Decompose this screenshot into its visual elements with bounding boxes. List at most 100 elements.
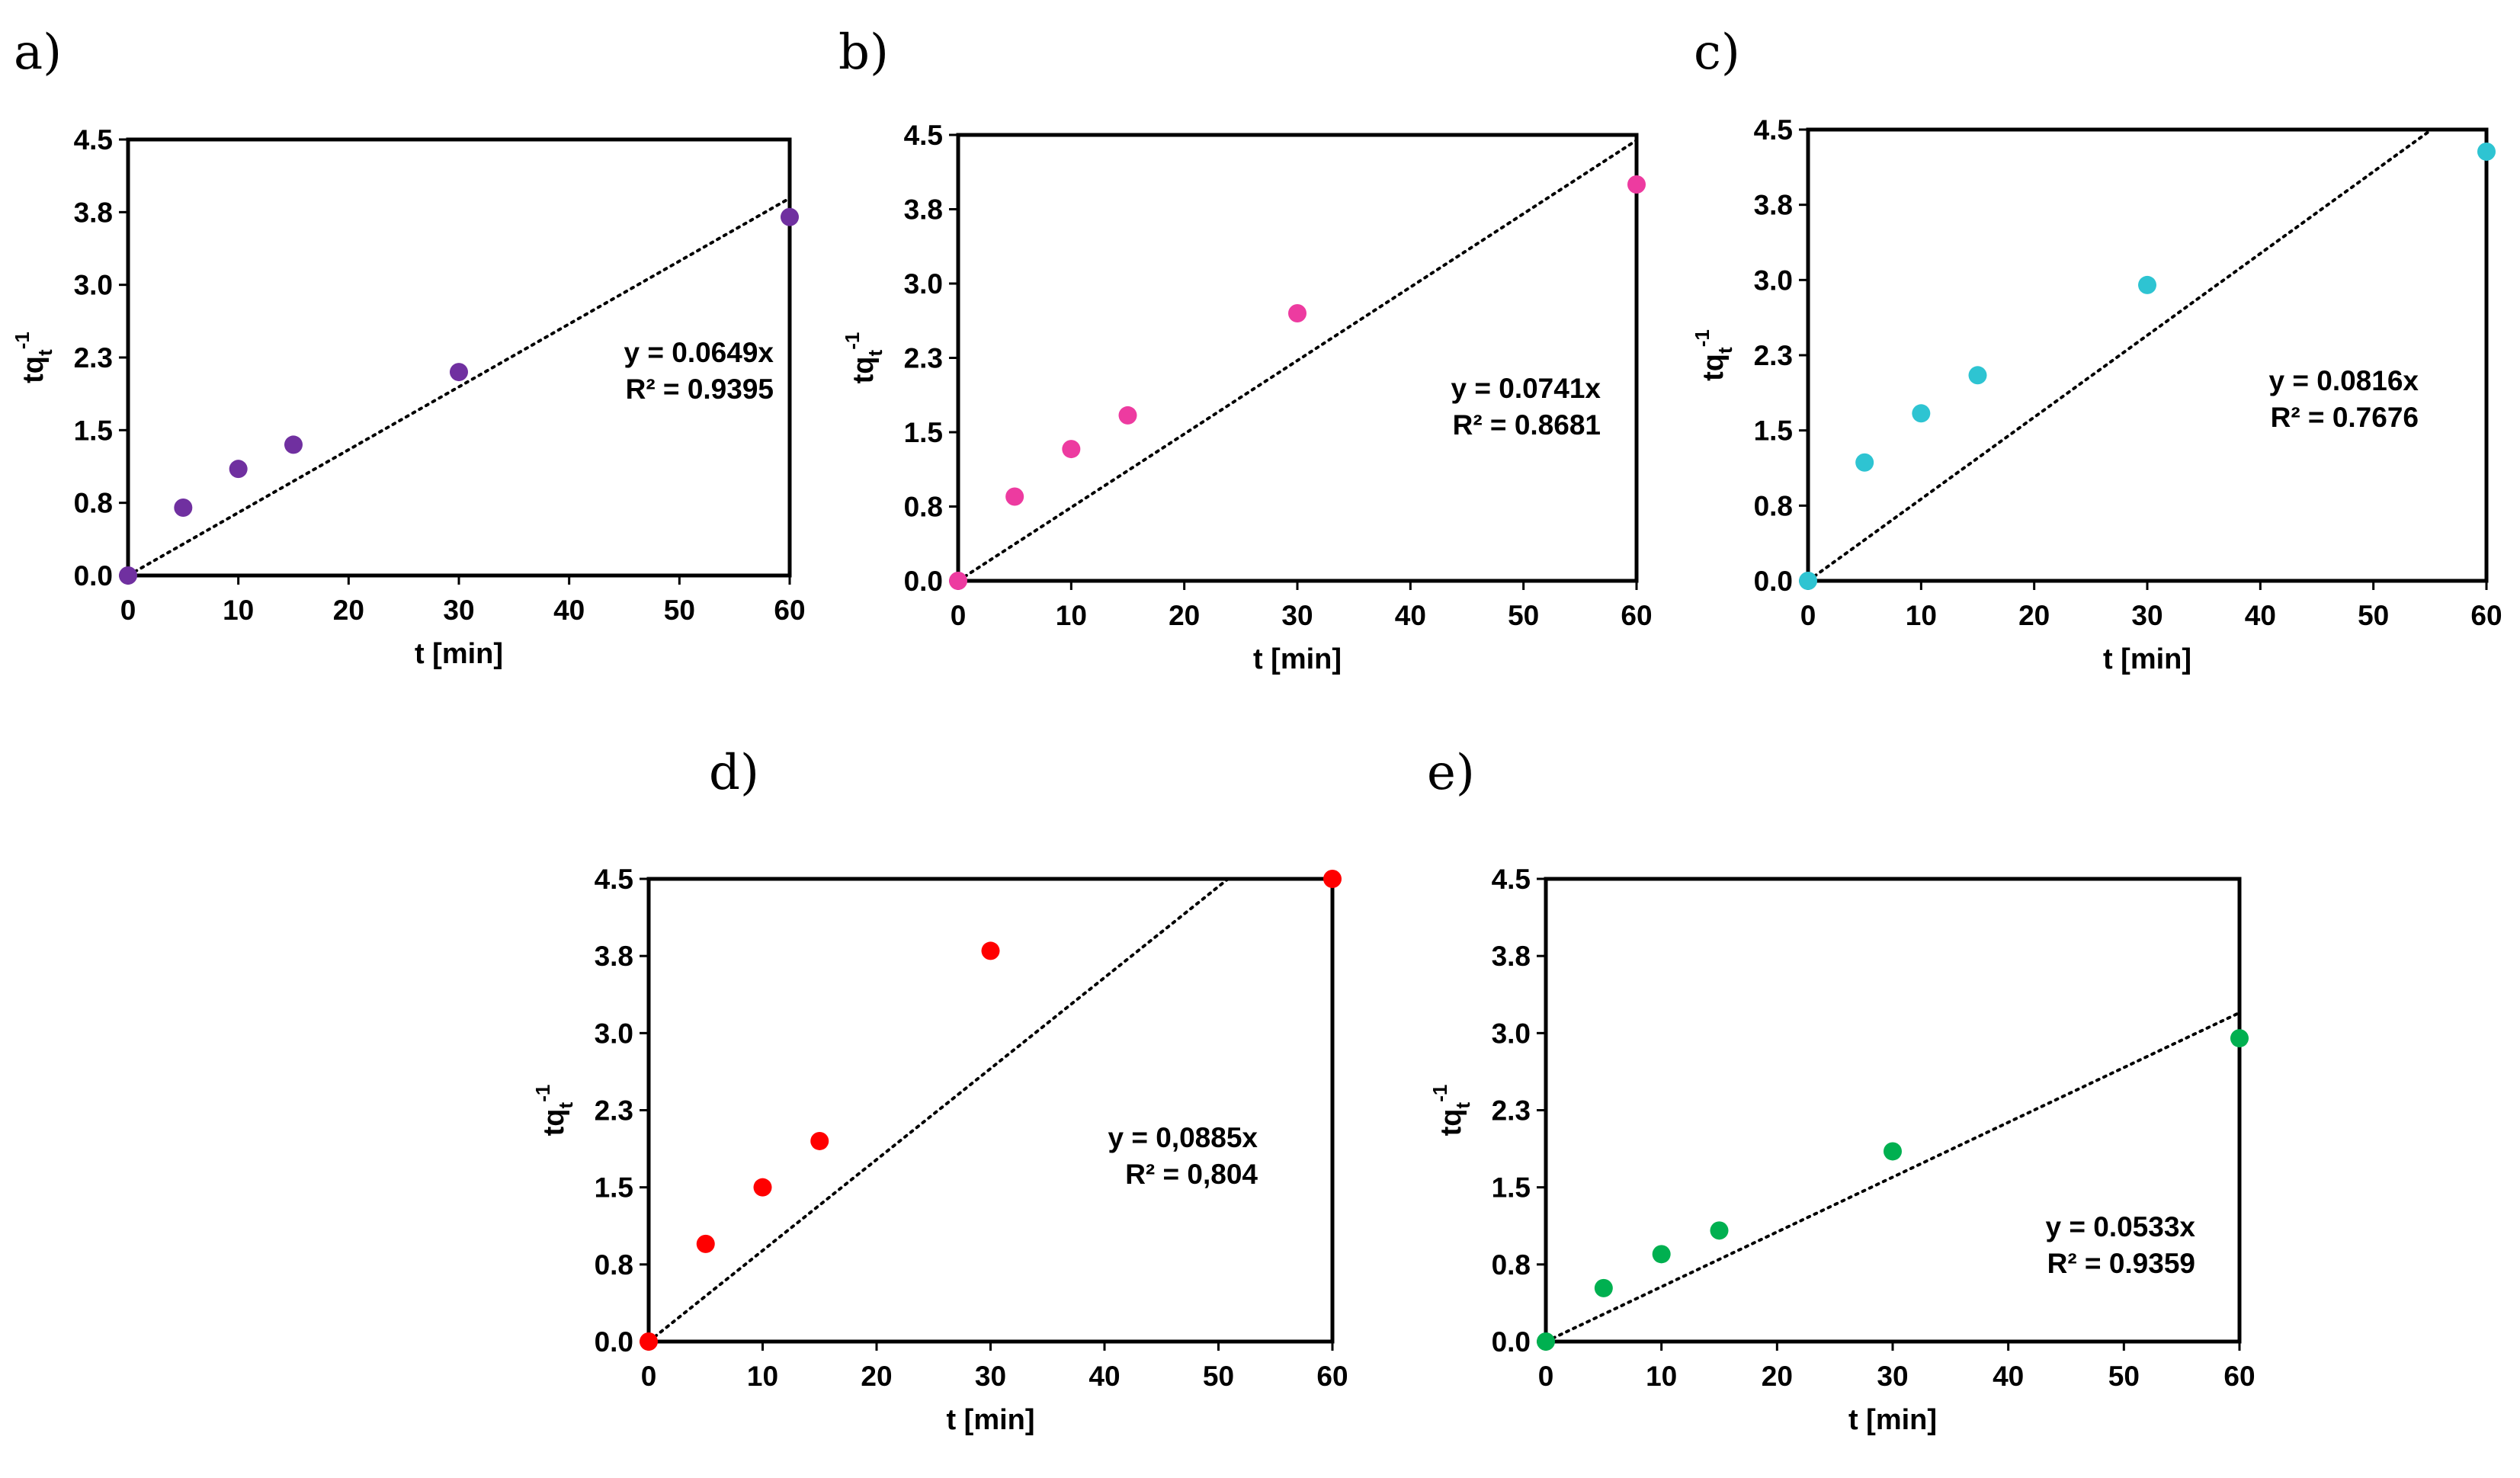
y-axis-title-superscript: -1	[1428, 1085, 1451, 1102]
data-point	[284, 435, 303, 454]
y-tick-label: 0.8	[595, 1249, 633, 1281]
data-point	[1855, 453, 1874, 472]
y-axis-title: tqt-1	[11, 332, 56, 383]
y-axis-title-main: tq	[1435, 1108, 1467, 1136]
x-tick-label: 40	[1088, 1361, 1120, 1392]
y-tick-label: 1.5	[904, 417, 943, 448]
x-tick-label: 0	[1538, 1361, 1554, 1392]
y-tick-label: 3.0	[1492, 1018, 1531, 1049]
trendline	[1546, 1011, 2239, 1342]
x-tick-label: 10	[1906, 600, 1937, 631]
y-tick-label: 0.8	[904, 492, 943, 523]
data-point	[696, 1234, 715, 1253]
x-axis-title: t [min]	[1848, 1404, 1937, 1436]
x-tick-label: 30	[2131, 600, 2163, 631]
plot-area	[1806, 127, 2489, 583]
y-tick-label: 0.0	[904, 566, 943, 597]
x-tick-label: 60	[2470, 600, 2502, 631]
trendline-group	[1808, 130, 2435, 581]
x-axis-title: t [min]	[946, 1404, 1034, 1436]
trendline-group	[649, 879, 1231, 1342]
chart-panel-3: c) 0.0 0.8 1.5 2.3 3.0 3.8 4.5 0 10 20 30 40 50 60 t [m…	[1691, 24, 2502, 675]
y-axis-title: tqt-1	[841, 332, 886, 384]
data-point	[1288, 304, 1306, 322]
x-tick-label: 40	[1993, 1361, 2024, 1392]
x-axis-title: t [min]	[2103, 643, 2191, 675]
x-tick-label: 20	[1169, 600, 1200, 631]
r-squared-label: R² = 0.7676	[2271, 402, 2419, 433]
plot-area	[956, 133, 1639, 583]
x-tick-label: 0	[641, 1361, 657, 1392]
y-axis-title-subscript: t	[1451, 1101, 1474, 1108]
y-tick-label: 2.3	[1754, 340, 1793, 371]
trendline-equation: y = 0.0816x	[2269, 365, 2419, 396]
data-point	[119, 566, 137, 585]
y-tick-label: 3.8	[904, 194, 943, 226]
x-tick-label: 30	[975, 1361, 1006, 1392]
data-point	[1799, 572, 1817, 590]
trendline-group	[958, 139, 1637, 581]
data-point	[450, 363, 468, 382]
x-tick-label: 10	[1056, 600, 1087, 631]
trendline-equation: y = 0.0741x	[1451, 373, 1601, 404]
data-point	[2230, 1029, 2249, 1048]
x-tick-label: 50	[1508, 600, 1539, 631]
data-point	[981, 941, 1000, 960]
data-point	[1594, 1278, 1613, 1297]
x-tick-label: 30	[1877, 1361, 1908, 1392]
x-tick-label: 10	[747, 1361, 778, 1392]
data-point	[1912, 404, 1931, 423]
r-squared-label: R² = 0.9359	[2047, 1248, 2195, 1279]
y-tick-label: 4.5	[904, 120, 943, 151]
x-tick-label: 60	[1621, 600, 1652, 631]
data-point	[174, 499, 193, 518]
y-tick-label: 3.0	[904, 268, 943, 300]
trendline-equation: y = 0.0533x	[2046, 1211, 2196, 1242]
x-tick-label: 0	[120, 595, 136, 626]
trendline-group	[1546, 1011, 2239, 1342]
y-axis-title-superscript: -1	[531, 1085, 554, 1102]
x-tick-label: 60	[1316, 1361, 1348, 1392]
x-tick-label: 10	[1646, 1361, 1677, 1392]
plot-area	[126, 137, 792, 578]
data-point	[229, 460, 248, 479]
y-axis-title-subscript: t	[864, 349, 886, 356]
trendline	[649, 879, 1231, 1342]
y-axis-title-subscript: t	[1714, 347, 1736, 354]
y-tick-label: 0.0	[74, 560, 113, 592]
data-point	[1537, 1332, 1555, 1351]
chart-panel-5: e) 0.0 0.8 1.5 2.3 3.0 3.8 4.5 0 10 20 30 40 50 60 t [m…	[1427, 745, 2255, 1436]
x-tick-label: 20	[333, 595, 364, 626]
data-point	[753, 1178, 772, 1197]
data-point	[1627, 175, 1646, 194]
y-tick-label: 4.5	[595, 864, 633, 895]
chart-panel-2: b) 0.0 0.8 1.5 2.3 3.0 3.8 4.5 0 10 20 30 40 50 60 t [m…	[838, 24, 1653, 675]
x-tick-label: 20	[861, 1361, 892, 1392]
data-point	[781, 207, 799, 226]
x-tick-label: 10	[223, 595, 254, 626]
y-tick-label: 3.8	[1754, 190, 1793, 221]
data-point	[1118, 406, 1137, 425]
data-point	[640, 1332, 658, 1351]
y-tick-label: 3.0	[74, 270, 113, 301]
x-tick-label: 40	[1395, 600, 1426, 631]
y-tick-label: 1.5	[74, 415, 113, 446]
y-tick-label: 2.3	[74, 342, 113, 374]
x-tick-label: 0	[951, 600, 967, 631]
data-point	[1968, 366, 1987, 385]
chart-panel-1: a) 0.0 0.8 1.5 2.3 3.0 3.8 4.5 0 10 20 30 40 50 60 t [m…	[11, 24, 806, 670]
data-point	[2138, 275, 2156, 294]
y-tick-label: 0.0	[1754, 566, 1793, 597]
panel-letter: e)	[1427, 745, 1475, 801]
y-tick-label: 1.5	[1492, 1172, 1531, 1204]
y-axis-title: tqt-1	[1428, 1085, 1474, 1137]
x-axis-title: t [min]	[1253, 643, 1342, 675]
x-tick-label: 60	[774, 595, 805, 626]
panel-letter: c)	[1694, 24, 1740, 81]
y-axis-title: tqt-1	[1691, 329, 1736, 381]
panel-letter: d)	[709, 745, 759, 801]
y-tick-label: 2.3	[1492, 1095, 1531, 1127]
y-tick-label: 3.8	[74, 197, 113, 228]
y-axis-title-superscript: -1	[11, 332, 34, 349]
